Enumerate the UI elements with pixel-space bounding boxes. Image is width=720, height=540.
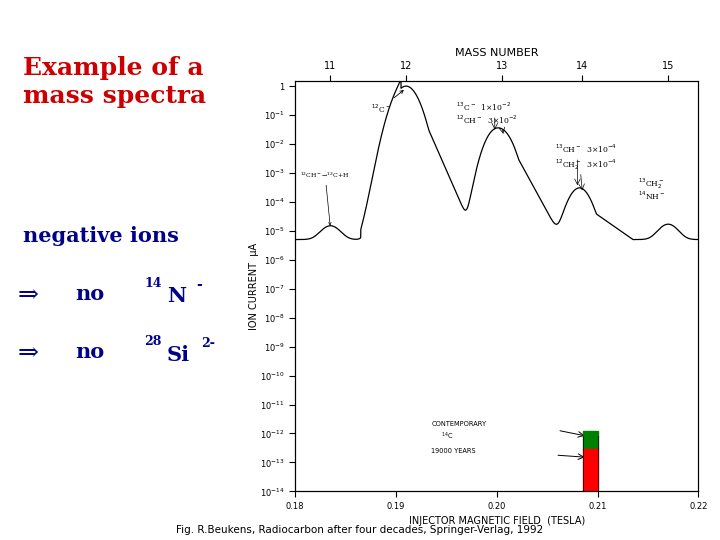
Text: N: N bbox=[167, 286, 186, 307]
Text: $^{12}$C$^-$: $^{12}$C$^-$ bbox=[371, 91, 403, 115]
Text: 19000 YEARS: 19000 YEARS bbox=[431, 448, 476, 454]
Text: 28: 28 bbox=[144, 335, 161, 348]
Text: $^{12}$CH$^-$  3×10$^{-2}$: $^{12}$CH$^-$ 3×10$^{-2}$ bbox=[456, 113, 518, 126]
Text: $^{13}$CH$^-$  3×10$^{-4}$: $^{13}$CH$^-$ 3×10$^{-4}$ bbox=[555, 143, 617, 155]
Text: $^{13}$C$^-$  1×10$^{-2}$: $^{13}$C$^-$ 1×10$^{-2}$ bbox=[456, 100, 512, 113]
Text: 2-: 2- bbox=[202, 336, 215, 349]
Text: Fig. R.Beukens, Radiocarbon after four decades, Springer-Verlag, 1992: Fig. R.Beukens, Radiocarbon after four d… bbox=[176, 524, 544, 535]
X-axis label: INJECTOR MAGNETIC FIELD  (TESLA): INJECTOR MAGNETIC FIELD (TESLA) bbox=[409, 516, 585, 526]
Text: no: no bbox=[75, 342, 104, 362]
Text: 14: 14 bbox=[144, 276, 161, 290]
Text: no: no bbox=[75, 284, 104, 304]
X-axis label: MASS NUMBER: MASS NUMBER bbox=[455, 49, 539, 58]
Text: $^{14}$NH$^-$: $^{14}$NH$^-$ bbox=[638, 189, 665, 201]
Text: ⇒: ⇒ bbox=[17, 342, 38, 366]
Text: $^{12}$CH$^-$→$^{12}$C+H: $^{12}$CH$^-$→$^{12}$C+H bbox=[300, 170, 350, 225]
Y-axis label: ION CURRENT  μA: ION CURRENT μA bbox=[248, 242, 258, 330]
Text: negative ions: negative ions bbox=[23, 226, 179, 246]
Text: $^{13}$CH$_2^-$: $^{13}$CH$_2^-$ bbox=[638, 176, 665, 191]
Text: -: - bbox=[196, 278, 202, 292]
Text: Example of a
mass spectra: Example of a mass spectra bbox=[23, 56, 206, 109]
Text: $^{12}$CH$_2^-$  3×10$^{-4}$: $^{12}$CH$_2^-$ 3×10$^{-4}$ bbox=[555, 158, 617, 172]
Text: $^{14}$C: $^{14}$C bbox=[441, 431, 454, 442]
Text: ⇒: ⇒ bbox=[17, 284, 38, 307]
Text: CONTEMPORARY: CONTEMPORARY bbox=[431, 421, 487, 427]
Text: Si: Si bbox=[167, 345, 190, 365]
